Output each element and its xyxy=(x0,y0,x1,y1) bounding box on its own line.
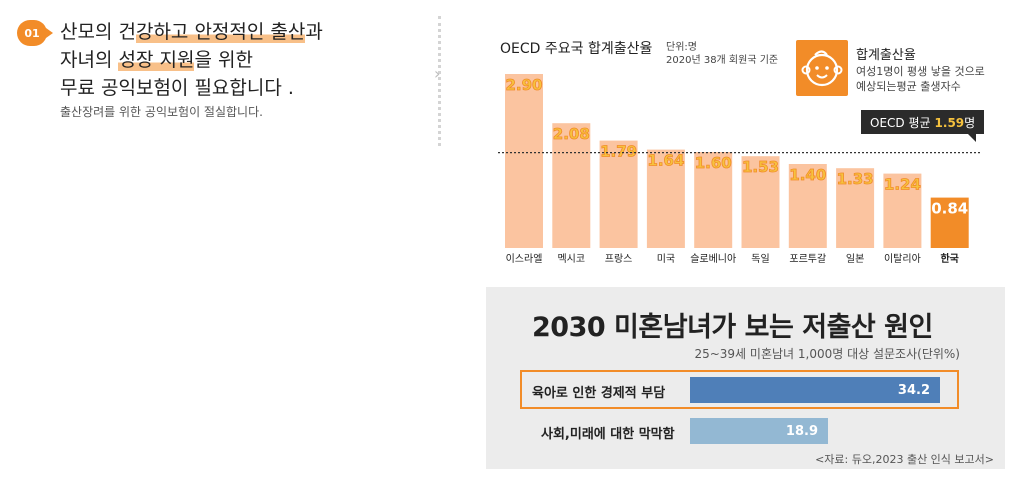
bar-9 xyxy=(883,173,922,248)
chart-unit: 단위:명 xyxy=(666,42,697,53)
bar-value-label: 1.24 xyxy=(884,176,921,194)
headline-highlight: 강하고 안정적인 출산 xyxy=(135,21,306,43)
survey-category-label: 사회,미래에 대한 막막함 xyxy=(541,427,675,442)
survey-bar: 18.9 xyxy=(690,418,828,444)
survey-title: 2030 미혼남녀가 보는 저출산 원인 xyxy=(532,312,933,343)
bar-1 xyxy=(505,74,543,248)
dotted-divider xyxy=(438,16,441,146)
headline-text: 과 xyxy=(305,21,323,43)
chevron-right-icon: › xyxy=(434,64,441,83)
survey-category-label: 육아로 인한 경제적 부담 xyxy=(532,386,666,401)
number-badge: 01 xyxy=(17,20,53,46)
survey-bar-value: 18.9 xyxy=(785,423,818,439)
bar-value-label: 1.33 xyxy=(837,170,874,188)
headline-highlight: 성장 지원 xyxy=(118,49,195,71)
bar-10 xyxy=(930,197,969,248)
bar-5 xyxy=(694,152,733,248)
bar-value-label: 1.79 xyxy=(600,143,637,161)
bar-value-label: 2.90 xyxy=(505,76,542,94)
bar-8 xyxy=(836,168,875,248)
category-label: 프랑스 xyxy=(605,253,633,265)
category-label: 미국 xyxy=(657,253,675,265)
category-label: 슬로베니아 xyxy=(690,253,736,265)
definition-text: 여성1명이 평생 낳을 것으로 xyxy=(856,65,985,78)
category-label: 독일 xyxy=(751,253,769,265)
headline-line-1: 산모의 건강하고 안정적인 출산과 xyxy=(60,18,390,46)
survey-bar: 34.2 xyxy=(690,377,940,403)
bar-value-label: 1.53 xyxy=(742,158,779,176)
bar-value-label: 1.64 xyxy=(647,152,684,170)
bar-7 xyxy=(788,164,827,248)
highlight-frame xyxy=(520,370,959,409)
headline-line-2: 자녀의 성장 지원을 위한 xyxy=(60,46,390,74)
oecd-average-callout: OECD 평균 1.59명 xyxy=(861,110,985,142)
bar-4 xyxy=(646,149,685,248)
headline-text: 산모의 건 xyxy=(60,21,136,43)
category-label: 일본 xyxy=(846,253,864,265)
baby-face-icon xyxy=(796,40,848,96)
category-label: 포르투갈 xyxy=(789,252,826,265)
bar-value-label: 1.40 xyxy=(789,166,826,184)
headline: 산모의 건강하고 안정적인 출산과 자녀의 성장 지원을 위한 무료 공익보험이… xyxy=(60,18,390,102)
category-label: 한국 xyxy=(940,253,958,265)
average-prefix: OECD 평균 xyxy=(870,115,931,130)
bar-value-label: 2.08 xyxy=(553,125,590,143)
definition-title: 합계출산율 xyxy=(856,48,916,63)
definition-text: 예상되는평균 출생자수 xyxy=(856,80,961,93)
category-label: 멕시코 xyxy=(557,253,585,265)
fertility-bar-chart: 2.90 이스라엘 2.08 멕시코 1.79 프랑스 1.64 미국 1.60 슬로베니아 1.5… xyxy=(498,74,980,265)
headline-text: 을 위한 xyxy=(194,49,253,71)
bar-3 xyxy=(599,140,638,248)
bar-2 xyxy=(552,123,591,248)
survey-bar-value: 34.2 xyxy=(897,382,930,398)
bar-6 xyxy=(741,156,780,248)
source-note: <자료: 듀오,2023 출산 인식 보고서> xyxy=(815,453,994,466)
headline-line-3: 무료 공익보험이 필요합니다 . xyxy=(60,77,294,99)
average-value: 1.59 xyxy=(934,115,965,130)
category-label: 이탈리아 xyxy=(884,252,921,265)
bar-value-label: 0.84 xyxy=(931,200,968,218)
chart-title: OECD 주요국 합계출산율 xyxy=(500,41,653,57)
headline-text: 자녀의 xyxy=(60,49,119,71)
category-label: 이스라엘 xyxy=(506,252,543,265)
chart-basis: 2020년 38개 회원국 기준 xyxy=(666,55,779,66)
headline-subtitle: 출산장려를 위한 공익보험이 절실합니다. xyxy=(60,105,263,119)
survey-subtitle: 25~39세 미혼남녀 1,000명 대상 설문조사(단위%) xyxy=(694,347,960,361)
average-unit: 명 xyxy=(964,115,976,130)
bar-value-label: 1.60 xyxy=(695,154,732,172)
